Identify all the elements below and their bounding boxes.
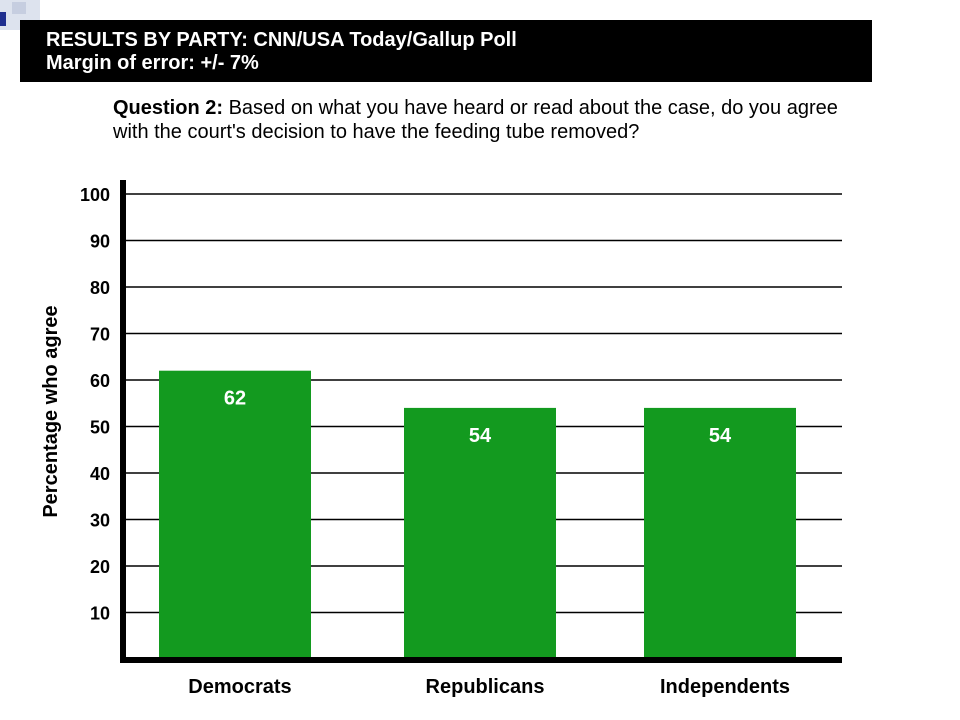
y-tick-label-90: 90 (90, 232, 110, 252)
bar-republicans (404, 407, 556, 659)
y-tick-label-70: 70 (90, 325, 110, 345)
chart-header-title: RESULTS BY PARTY: CNN/USA Today/Gallup P… (46, 29, 517, 51)
bar-independents (644, 407, 796, 659)
y-axis-line (120, 180, 126, 661)
data-label-independents: 54 (709, 425, 732, 447)
margin-of-error: Margin of error: +/- 7% (46, 52, 259, 74)
y-tick-label-10: 10 (90, 604, 110, 624)
data-label-democrats: 62 (224, 388, 246, 410)
x-category-label-democrats: Democrats (188, 676, 291, 698)
x-category-label-independents: Independents (660, 676, 790, 698)
question-label: Question 2: (113, 97, 224, 119)
y-tick-label-80: 80 (90, 278, 110, 298)
y-axis-title: Percentage who agree (40, 305, 62, 517)
data-label-republicans: 54 (469, 425, 492, 447)
y-tick-label-30: 30 (90, 511, 110, 531)
y-tick-label-60: 60 (90, 371, 110, 391)
header-bar: RESULTS BY PARTY: CNN/USA Today/Gallup P… (20, 20, 872, 82)
y-tick-label-20: 20 (90, 557, 110, 577)
y-tick-label-100: 100 (80, 185, 110, 205)
question-body: Based on what you have heard or read abo… (113, 97, 838, 143)
y-tick-label-50: 50 (90, 418, 110, 438)
question-text: Question 2: Based on what you have heard… (113, 96, 873, 144)
bar-democrats (159, 370, 311, 659)
x-axis-line (120, 657, 842, 663)
y-tick-label-40: 40 (90, 464, 110, 484)
x-category-label-republicans: Republicans (426, 676, 545, 698)
